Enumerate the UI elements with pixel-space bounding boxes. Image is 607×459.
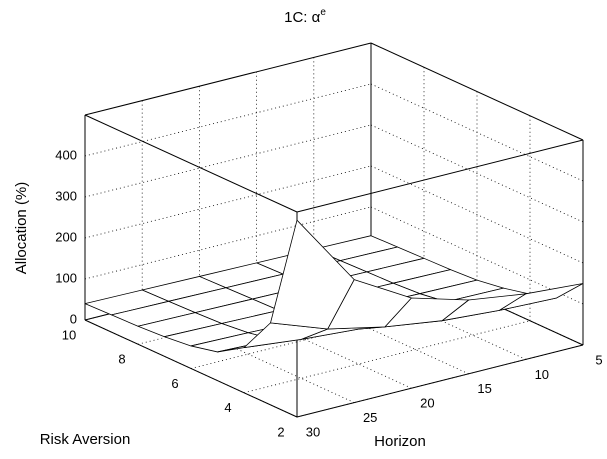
grid-line: [199, 290, 412, 389]
x-tick-label: 20: [420, 396, 434, 411]
box-edge: [370, 42, 584, 141]
grid-line: [84, 165, 372, 239]
title-superscript: e: [320, 7, 326, 18]
grid-line: [370, 83, 584, 182]
surface-patch: [270, 219, 355, 330]
y-tick-label: 10: [62, 327, 76, 342]
box-edge: [84, 114, 298, 213]
x-tick-label: 25: [363, 410, 377, 425]
grid-line: [84, 124, 372, 198]
grid-line: [84, 83, 372, 157]
z-axis-label: Allocation (%): [13, 182, 30, 275]
x-tick-label: 5: [595, 352, 602, 367]
x-tick-label: 15: [477, 381, 491, 396]
grid-line: [370, 165, 584, 264]
x-tick-label: 30: [306, 424, 320, 439]
y-axis-label: Risk Aversion: [40, 431, 131, 448]
grid-line: [142, 305, 355, 403]
z-tick-label: 0: [70, 311, 77, 326]
y-tick-label: 6: [171, 376, 178, 391]
x-axis-label: Horizon: [374, 433, 426, 450]
z-tick-label: 400: [55, 147, 77, 162]
box-edge: [296, 344, 584, 418]
title-text: 1C: α: [284, 9, 321, 26]
grid-line: [370, 206, 584, 305]
y-tick-label: 8: [118, 352, 125, 367]
box-edge: [84, 319, 298, 418]
y-tick-label: 2: [277, 424, 284, 439]
grid-line: [370, 124, 584, 223]
z-tick-label: 300: [55, 188, 77, 203]
z-tick-label: 100: [55, 270, 77, 285]
y-tick-label: 4: [224, 400, 231, 415]
box-edge: [84, 42, 372, 116]
z-tick-label: 200: [55, 229, 77, 244]
box-edge: [296, 139, 584, 213]
chart-title: 1C: αe: [284, 7, 326, 26]
x-tick-label: 10: [535, 367, 549, 382]
